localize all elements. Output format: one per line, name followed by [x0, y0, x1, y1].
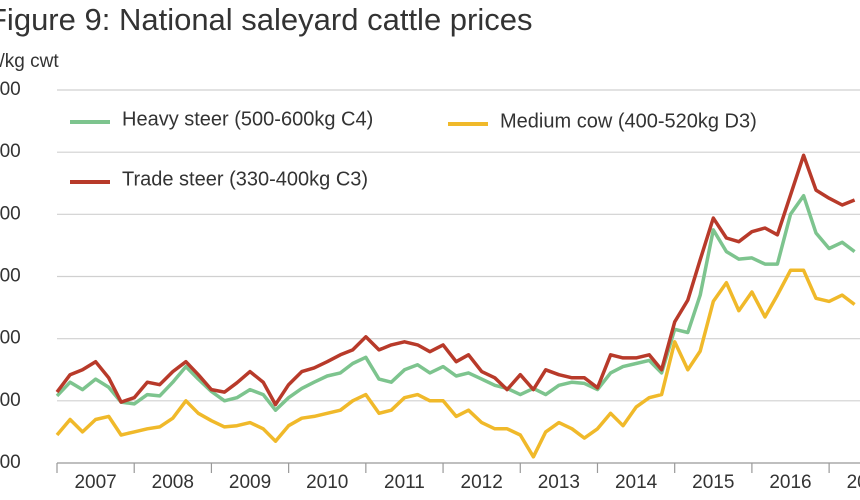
y-axis-label: c/kg cwt	[0, 51, 59, 72]
x-tick-label: 2016	[769, 472, 811, 493]
line-series	[55, 193, 856, 412]
y-tick-label: 700	[0, 141, 21, 162]
x-tick-label: 2012	[461, 472, 503, 493]
legend-label: Trade steer (330-400kg C3)	[122, 168, 368, 190]
x-tick-label: 2010	[306, 472, 348, 493]
x-tick-label: 2009	[229, 472, 271, 493]
y-tick-label: 500	[0, 266, 21, 287]
line-series	[55, 153, 856, 407]
y-tick-label: 800	[0, 79, 21, 100]
x-tick-label: 2011	[384, 472, 425, 493]
chart-title: Figure 9: National saleyard cattle price…	[0, 2, 532, 37]
y-tick-label: 600	[0, 203, 21, 224]
x-tick-label: 2008	[152, 472, 194, 493]
legend-label: Heavy steer (500-600kg C4)	[122, 108, 373, 130]
y-tick-label: 300	[0, 390, 21, 411]
x-tick-label: 2017	[847, 472, 860, 493]
x-tick-label: 2013	[538, 472, 580, 493]
x-tick-label: 2015	[692, 472, 734, 493]
line-series	[55, 268, 856, 459]
legend-label: Medium cow (400-520kg D3)	[500, 110, 757, 132]
y-tick-label: 400	[0, 328, 21, 349]
x-tick-label: 2007	[74, 472, 116, 493]
x-tick-label: 2014	[615, 472, 658, 493]
y-tick-label: 200	[0, 452, 21, 473]
